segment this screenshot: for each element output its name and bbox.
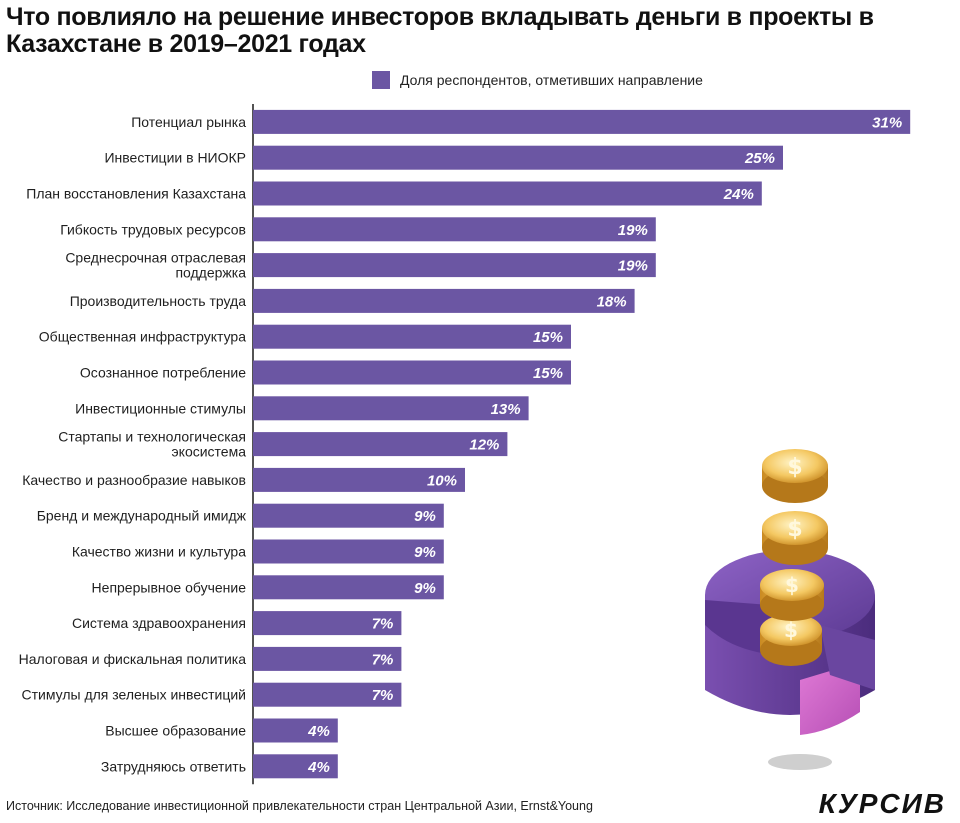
bar-11 xyxy=(253,503,444,528)
category-label-5: Производительность труда xyxy=(70,293,247,309)
category-label-8: Инвестиционные стимулы xyxy=(75,400,246,416)
bar-0 xyxy=(253,109,911,134)
value-label-12: 9% xyxy=(414,544,436,561)
bar-14 xyxy=(253,611,402,636)
category-label-9: Стартапы и технологическая экосистема xyxy=(58,429,246,460)
value-label-5: 18% xyxy=(597,293,627,310)
category-label-15: Налоговая и фискальная политика xyxy=(19,651,247,667)
value-label-15: 7% xyxy=(372,651,394,668)
value-label-4: 19% xyxy=(618,258,648,275)
legend-label: Доля респондентов, отметивших направлени… xyxy=(400,72,703,88)
value-label-14: 7% xyxy=(372,616,394,633)
bar-15 xyxy=(253,646,402,671)
value-label-2: 24% xyxy=(723,186,754,203)
legend: Доля респондентов, отметивших направлени… xyxy=(372,70,703,90)
coins-and-pie-chart-icon: $ $ $ $ xyxy=(705,449,875,770)
bar-12 xyxy=(253,539,444,564)
bar-5 xyxy=(253,288,635,313)
value-label-18: 4% xyxy=(307,759,330,776)
value-label-11: 9% xyxy=(414,508,436,525)
category-label-4: Среднесрочная отраслевая поддержка xyxy=(65,250,246,281)
value-label-3: 19% xyxy=(618,222,648,239)
category-label-17: Высшее образование xyxy=(105,723,246,739)
category-label-7: Осознанное потребление xyxy=(80,365,246,381)
svg-text:$: $ xyxy=(787,455,802,480)
category-label-13: Непрерывное обучение xyxy=(92,579,247,595)
category-label-0: Потенциал рынка xyxy=(131,114,246,130)
bar-3 xyxy=(253,217,656,242)
bar-6 xyxy=(253,324,571,349)
bar-1 xyxy=(253,145,783,170)
value-label-8: 13% xyxy=(491,401,521,418)
bar-4 xyxy=(253,253,656,278)
category-label-18: Затрудняюсь ответить xyxy=(101,758,246,774)
bar-2 xyxy=(253,181,762,206)
category-label-6: Общественная инфраструктура xyxy=(39,329,246,345)
value-label-13: 9% xyxy=(414,580,436,597)
bar-7 xyxy=(253,360,571,385)
value-label-6: 15% xyxy=(533,329,563,346)
value-label-17: 4% xyxy=(307,723,330,740)
bar-18 xyxy=(253,754,338,779)
bar-10 xyxy=(253,467,465,492)
bar-8 xyxy=(253,396,529,421)
brand-logo: КУРСИВ xyxy=(818,788,946,819)
value-label-16: 7% xyxy=(372,687,394,704)
chart-title: Что повлияло на решение инвесторов вклад… xyxy=(6,3,874,58)
bar-13 xyxy=(253,575,444,600)
category-label-16: Стимулы для зеленых инвестиций xyxy=(22,687,246,703)
value-label-0: 31% xyxy=(872,114,902,131)
value-label-1: 25% xyxy=(744,150,775,167)
legend-swatch xyxy=(372,71,390,89)
category-label-11: Бренд и международный имидж xyxy=(37,508,247,524)
bar-17 xyxy=(253,718,338,743)
value-label-9: 12% xyxy=(469,437,499,454)
category-label-1: Инвестиции в НИОКР xyxy=(104,150,246,166)
category-label-2: План восстановления Казахстана xyxy=(26,186,246,202)
category-label-10: Качество и разнообразие навыков xyxy=(22,472,246,488)
bar-16 xyxy=(253,682,402,707)
category-label-12: Качество жизни и культура xyxy=(72,544,246,560)
svg-text:$: $ xyxy=(787,517,802,542)
svg-text:$: $ xyxy=(785,573,799,597)
svg-text:$: $ xyxy=(784,618,798,642)
category-label-14: Система здравоохранения xyxy=(72,615,246,631)
category-label-3: Гибкость трудовых ресурсов xyxy=(60,221,246,237)
value-label-10: 10% xyxy=(427,472,457,489)
value-label-7: 15% xyxy=(533,365,563,382)
source-note: Источник: Исследование инвестиционной пр… xyxy=(6,799,593,813)
bar-9 xyxy=(253,432,508,457)
bar-chart: 31% Потенциал рынка 25% Инвестиции в НИОКР 2… xyxy=(19,104,911,785)
